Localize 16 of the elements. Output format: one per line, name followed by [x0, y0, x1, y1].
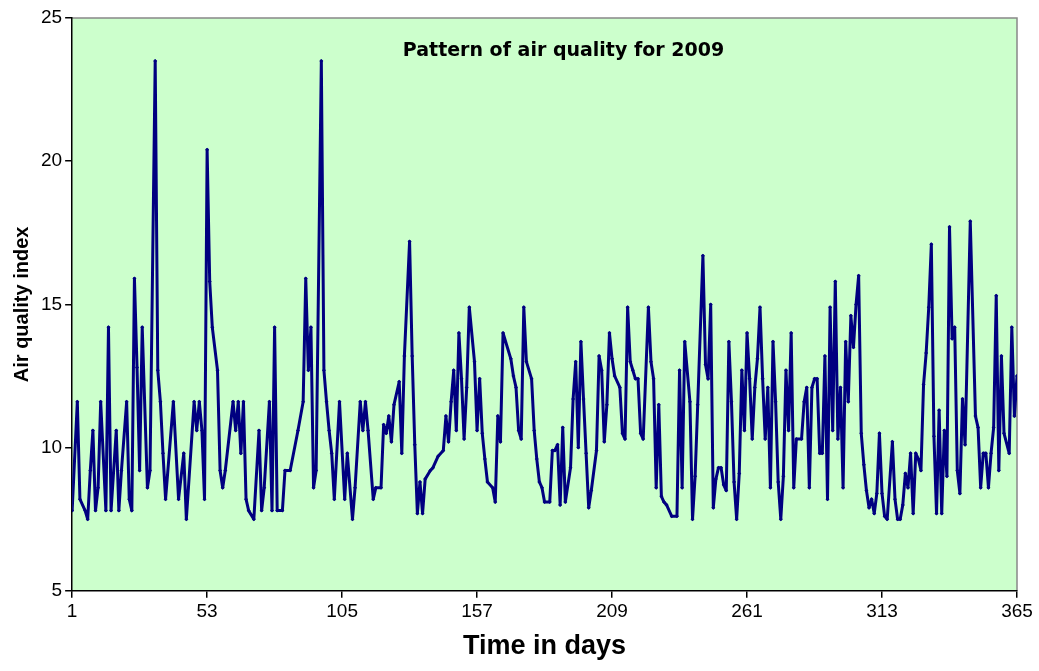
x-tick-label: 365 — [1001, 600, 1033, 622]
y-tick-label: 25 — [40, 6, 63, 28]
x-tick-label: 105 — [326, 600, 358, 622]
y-tick-label: 20 — [40, 149, 63, 171]
x-tick-label: 261 — [731, 600, 763, 622]
x-tick-label: 313 — [866, 600, 898, 622]
x-tick-label: 209 — [596, 600, 628, 622]
x-tick-label: 1 — [66, 600, 78, 622]
y-tick-label: 15 — [40, 292, 63, 314]
text: Pattern of air quality for 2009 — [402, 37, 725, 60]
x-tick-label: 53 — [196, 600, 218, 622]
y-tick-label: 5 — [51, 579, 63, 601]
x-tick-label: 157 — [461, 600, 493, 622]
y-tick-label: 10 — [40, 435, 63, 457]
y-axis-title: Air quality index — [9, 226, 32, 383]
x-axis-title: Time in days — [463, 630, 627, 661]
